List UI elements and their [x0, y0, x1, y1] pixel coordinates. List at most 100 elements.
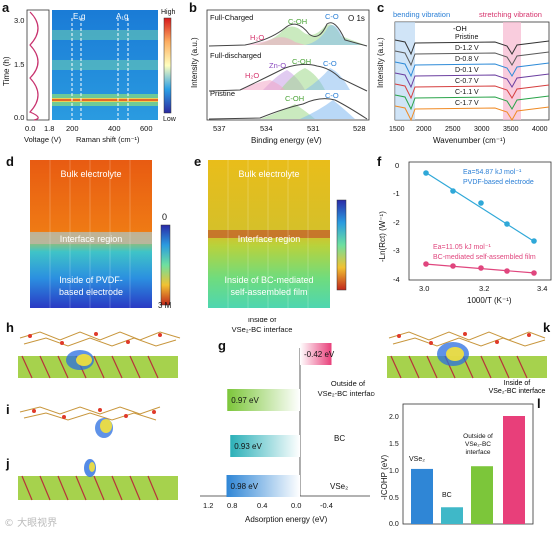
peak-a1g: A₁g: [116, 12, 128, 21]
c-xtick-2000: 2000: [416, 126, 432, 133]
g-xtick-04: 0.4: [257, 501, 267, 510]
e-top: Bulk electrolyte: [238, 169, 299, 179]
f-ytick-0: 0: [395, 161, 399, 170]
panel-label-d: d: [6, 154, 14, 169]
c-curve-label-4: C-0.7 V: [455, 78, 479, 85]
raman-bands: [52, 30, 158, 106]
watermark: © 大眼视界: [4, 518, 58, 529]
colorbar-low: Low: [163, 116, 177, 123]
c-stretching: stretching vibration: [479, 10, 542, 19]
g-cat-outside-2: VSe₂-BC interface: [318, 389, 375, 398]
f-ytick-4: -4: [393, 275, 400, 284]
panel-h: h: [0, 318, 190, 396]
b-discharged-h2o: H₂O: [245, 71, 259, 80]
c-curve-label-6: C-1.7 V: [455, 100, 479, 107]
l-bar-0: [411, 468, 433, 524]
panel-a: a: [0, 0, 185, 150]
l-cat-outside-3: interface: [466, 449, 491, 456]
g-bar-2: [230, 435, 300, 457]
c-xlabel: Wavenumber (cm⁻¹): [433, 136, 506, 145]
voltage-curve: [28, 11, 39, 121]
l-cat-outside-1: Outside of: [463, 433, 493, 440]
panel-b: b O 1s Full-Charged C-OH C-O H₂O Full-di…: [185, 0, 375, 150]
g-cat-vse2: VSe₂: [330, 482, 348, 491]
panel-e: e Bulk electrolyte I: [190, 150, 375, 310]
f-ytick-3: -3: [393, 246, 400, 255]
b-spectrum-pristine: Pristine: [210, 89, 235, 98]
l-bar-1: [441, 507, 463, 524]
a-xtick-200: 200: [66, 124, 79, 133]
panel-g: g -0.42 eV 0.97 eV 0.93 eV 0.98 eV Inside o…: [190, 315, 378, 531]
structure-k: [387, 331, 547, 379]
g-bar-label-1: 0.97 eV: [231, 396, 259, 405]
d-bottom-1: Inside of PVDF-: [59, 275, 123, 285]
b-xtick-537: 537: [213, 124, 226, 133]
d-top: Bulk electrolyte: [60, 169, 121, 179]
panel-f: f 0 -1 -2 -3 -4 3.0 3.2 3.4 1000/T (K⁻¹)…: [375, 150, 554, 310]
a-ytick-0: 0.0: [14, 113, 24, 122]
colorbar-e: [336, 199, 347, 291]
b-xtick-528: 528: [353, 124, 366, 133]
f-ea1: Ea=54.87 kJ mol⁻¹: [463, 169, 522, 176]
panel-label-f: f: [377, 154, 382, 169]
b-ylabel: Intensity (a.u.): [190, 37, 199, 88]
f-ylabel: -Ln(Rct) (W⁻¹): [378, 211, 387, 262]
panel-e-plot: Bulk electrolyte Interface region Inside…: [208, 160, 347, 308]
l-bar-3: [503, 416, 525, 524]
panel-label-l: l: [537, 396, 541, 411]
b-discharged-co: C-O: [323, 59, 337, 68]
c-curve-label-5: C-1.1 V: [455, 89, 479, 96]
b-tag: O 1s: [348, 14, 365, 23]
c-ylabel: Intensity (a.u.): [376, 37, 385, 88]
b-xlabel: Binding energy (eV): [251, 136, 322, 145]
c-curve-label-0: Pristine: [455, 34, 478, 41]
colorbar-d: [160, 224, 171, 306]
g-cat-bc: BC: [334, 434, 345, 443]
b-pristine-co: C-O: [325, 91, 339, 100]
panel-label-g: g: [218, 338, 226, 353]
panel-i: i: [0, 402, 190, 448]
panel-label-h: h: [6, 320, 14, 335]
c-curve-label-3: D-0.1 V: [455, 67, 479, 74]
g-cat-inside-2: VSe₂-BC interface: [232, 325, 293, 334]
panel-label-i: i: [6, 402, 10, 417]
g-xtick-m04: -0.4: [320, 501, 333, 510]
colorbar-high: High: [161, 9, 176, 16]
f-ea2: Ea=11.05 kJ mol⁻¹: [433, 244, 492, 251]
panel-label-a: a: [2, 0, 10, 15]
b-discharged-zno: Zn-O: [269, 61, 286, 70]
c-curve-label-1: D-1.2 V: [455, 45, 479, 52]
f-xlabel: 1000/T (K⁻¹): [467, 296, 512, 305]
c-curve-4: [394, 83, 550, 100]
l-bar-2: [471, 466, 493, 524]
b-spectrum-discharged: Full-discharged: [210, 51, 261, 60]
l-ylabel: -ICOHP (eV): [380, 454, 389, 500]
panel-label-c: c: [377, 0, 385, 15]
f-ea1-desc: PVDF-based electrode: [463, 179, 534, 186]
panel-label-b: b: [189, 0, 197, 15]
b-discharged-coh: C-OH: [292, 57, 311, 66]
c-curve-0: [394, 39, 550, 56]
a-ylabel: Time (h): [2, 56, 11, 86]
b-xtick-534: 534: [260, 124, 273, 133]
f-ea2-desc: BC-mediated self-assembled film: [433, 254, 536, 261]
c-oh: -OH: [453, 24, 467, 33]
b-spectrum-charged: Full-Charged: [210, 13, 253, 22]
a-xtick-v1: 1.8: [44, 124, 54, 133]
panel-c-plot: bending vibration stretching vibration -…: [376, 10, 550, 145]
a-xlabel-raman: Raman shift (cm⁻¹): [76, 135, 140, 144]
l-ytick-20: 2.0: [389, 414, 399, 421]
b-charged-h2o: H₂O: [250, 33, 264, 42]
a-ytick-3: 3.0: [14, 16, 24, 25]
c-curve-1: [394, 50, 550, 67]
panel-l: l -ICOHP (eV) 0.0 0.5 1.0 1.5 2.0 VSe₂ B…: [375, 380, 554, 531]
b-charged-coh: C-OH: [288, 17, 307, 26]
c-curve-2: [394, 61, 550, 78]
peak-e1g: E₁g: [73, 12, 85, 21]
c-curve-5: [394, 94, 550, 111]
c-curves: Pristine D-1.2 V D-0.8 V D-0.1 V C-0.7 V C-1.…: [394, 34, 550, 122]
b-pristine-coh: C-OH: [285, 94, 304, 103]
panel-c: c bending vibration stretching vibration…: [375, 0, 554, 150]
g-bar-label-3: 0.98 eV: [231, 482, 259, 491]
structure-i: [19, 406, 161, 438]
